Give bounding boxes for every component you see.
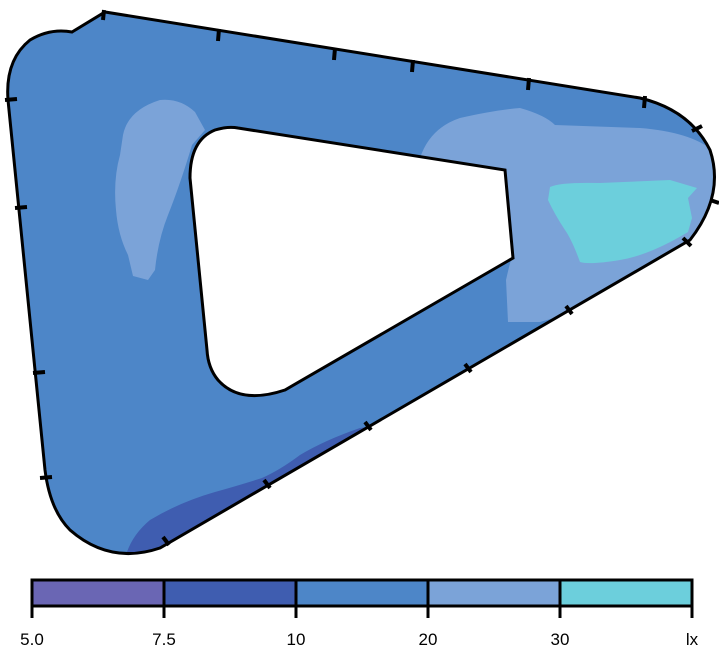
wall-tick [709,198,719,205]
legend-tick-label: 10 [287,630,306,649]
legend-tick-label: 20 [419,630,438,649]
wall-tick [564,304,574,316]
legend-colorbar: 5.0 7.5 10 20 30 lx [20,578,699,649]
wall-tick [463,362,473,374]
wall-tick-marks [4,9,719,547]
wall-tick [363,420,373,432]
legend-band-20-30 [428,580,560,606]
wall-tick [32,370,46,375]
floor-plan [4,9,719,555]
wall-tick [101,9,106,21]
wall-tick [681,236,693,248]
contour-region-30-plus [548,180,697,264]
contour-region-left-20-30 [115,99,205,280]
wall-tick [14,205,28,210]
legend-band-30-plus [560,580,692,606]
wall-tick [526,77,531,91]
wall-tick [216,28,221,42]
floor-outline [6,10,716,555]
wall-tick [642,95,647,109]
wall-tick [4,97,18,102]
legend-tick-label: 5.0 [20,630,44,649]
legend-band-10-20 [296,580,428,606]
wall-tick [262,478,272,490]
wall-tick [39,475,53,480]
wall-tick [332,47,337,61]
legend-band-7-5-10 [164,580,296,606]
legend-frame [30,578,694,608]
legend-tick-label: 30 [551,630,570,649]
legend-band-5-7-5 [32,580,164,606]
wall-tick [691,124,703,133]
wall-tick [410,59,415,73]
inner-courtyard-void [188,125,515,398]
legend-tick-label: 7.5 [152,630,176,649]
legend-unit-label: lx [686,630,699,649]
wall-tick [161,535,171,547]
